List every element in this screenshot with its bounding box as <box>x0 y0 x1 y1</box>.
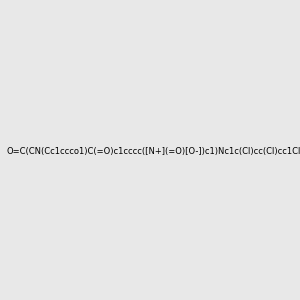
Text: O=C(CN(Cc1ccco1)C(=O)c1cccc([N+](=O)[O-])c1)Nc1c(Cl)cc(Cl)cc1Cl: O=C(CN(Cc1ccco1)C(=O)c1cccc([N+](=O)[O-]… <box>7 147 300 156</box>
